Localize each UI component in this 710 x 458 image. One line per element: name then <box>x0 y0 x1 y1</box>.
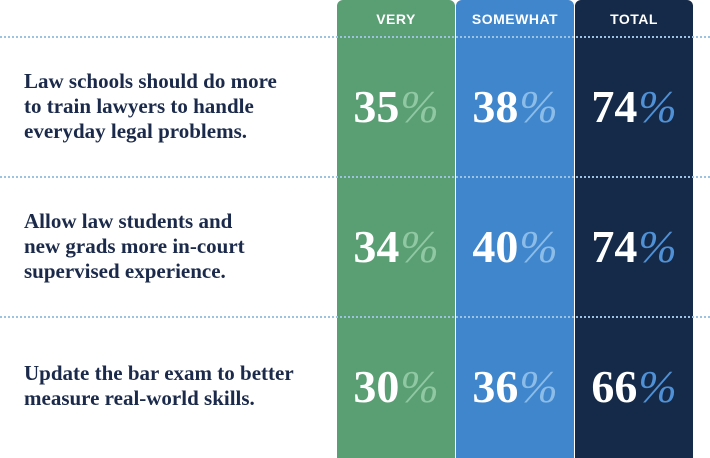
value-cell-very: 35% <box>337 36 455 176</box>
column-header-total: TOTAL <box>610 11 658 27</box>
row-label-line: new grads more in-court <box>24 233 245 258</box>
column-header-very: VERY <box>376 11 416 27</box>
percent-sign: % <box>519 80 558 132</box>
value-cell-total: 74% <box>575 36 693 176</box>
row-label-line: Law schools should do more <box>24 68 277 93</box>
value-cell-somewhat: 36% <box>456 316 574 456</box>
column-total: TOTAL <box>575 0 693 458</box>
value-number: 35 <box>353 80 400 132</box>
percent-sign: % <box>519 360 558 412</box>
value-cell-somewhat: 38% <box>456 36 574 176</box>
value-number: 36 <box>472 360 519 412</box>
value-number: 34 <box>353 220 400 272</box>
row-divider <box>0 36 710 38</box>
percent-sign: % <box>638 220 677 272</box>
row-label-line: everyday legal problems. <box>24 118 248 143</box>
value-number: 40 <box>472 220 519 272</box>
value-number: 30 <box>353 360 400 412</box>
percent-sign: % <box>400 80 439 132</box>
column-somewhat: SOMEWHAT <box>456 0 574 458</box>
row-divider <box>0 316 710 318</box>
value-cell-total: 66% <box>575 316 693 456</box>
row-label: Update the bar exam to better measure rea… <box>24 316 334 456</box>
percent-sign: % <box>519 220 558 272</box>
value-number: 74 <box>591 220 638 272</box>
row-label-line: supervised experience. <box>24 258 226 283</box>
row-label: Allow law students and new grads more in-… <box>24 176 334 316</box>
row-label-line: Allow law students and <box>24 208 233 233</box>
value-number: 38 <box>472 80 519 132</box>
row-label-line: Update the bar exam to better <box>24 361 294 385</box>
row-divider <box>0 176 710 178</box>
row-label: Law schools should do more to train lawye… <box>24 36 334 176</box>
column-very: VERY <box>337 0 455 458</box>
value-cell-somewhat: 40% <box>456 176 574 316</box>
percent-sign: % <box>638 360 677 412</box>
row-label-line: to train lawyers to handle <box>24 93 254 118</box>
percent-sign: % <box>400 360 439 412</box>
column-header-somewhat: SOMEWHAT <box>471 11 559 27</box>
percent-sign: % <box>400 220 439 272</box>
value-number: 74 <box>591 80 638 132</box>
value-cell-total: 74% <box>575 176 693 316</box>
value-cell-very: 30% <box>337 316 455 456</box>
value-cell-very: 34% <box>337 176 455 316</box>
row-label-line: measure real-world skills. <box>24 386 255 410</box>
value-number: 66 <box>591 360 638 412</box>
percent-sign: % <box>638 80 677 132</box>
